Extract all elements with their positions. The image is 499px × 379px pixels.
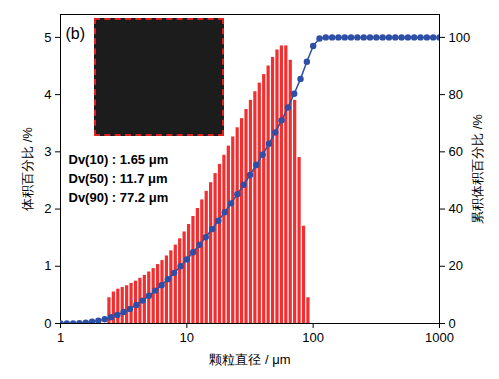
svg-text:4: 4: [44, 87, 51, 102]
svg-text:1: 1: [44, 258, 51, 273]
svg-text:5: 5: [44, 30, 51, 45]
svg-text:1000: 1000: [425, 330, 454, 345]
svg-text:1: 1: [57, 330, 64, 345]
svg-text:100: 100: [449, 30, 471, 45]
svg-text:0: 0: [449, 316, 456, 331]
svg-text:颗粒直径 / μm: 颗粒直径 / μm: [209, 352, 290, 367]
svg-text:3: 3: [44, 144, 51, 159]
svg-text:40: 40: [449, 201, 463, 216]
svg-text:10: 10: [180, 330, 194, 345]
svg-text:(b): (b): [66, 25, 86, 42]
svg-text:60: 60: [449, 144, 463, 159]
svg-text:体积百分比 /%: 体积百分比 /%: [20, 127, 35, 211]
svg-text:Dv(10) : 1.65 μm: Dv(10) : 1.65 μm: [69, 152, 169, 167]
svg-text:2: 2: [44, 201, 51, 216]
svg-text:0: 0: [44, 316, 51, 331]
svg-text:20: 20: [449, 258, 463, 273]
svg-text:Dv(90) : 77.2 μm: Dv(90) : 77.2 μm: [69, 190, 169, 205]
svg-text:80: 80: [449, 87, 463, 102]
svg-text:100: 100: [302, 330, 324, 345]
svg-text:Dv(50) : 11.7 μm: Dv(50) : 11.7 μm: [69, 171, 168, 186]
svg-text:累积体积百分比 /%: 累积体积百分比 /%: [470, 114, 485, 224]
